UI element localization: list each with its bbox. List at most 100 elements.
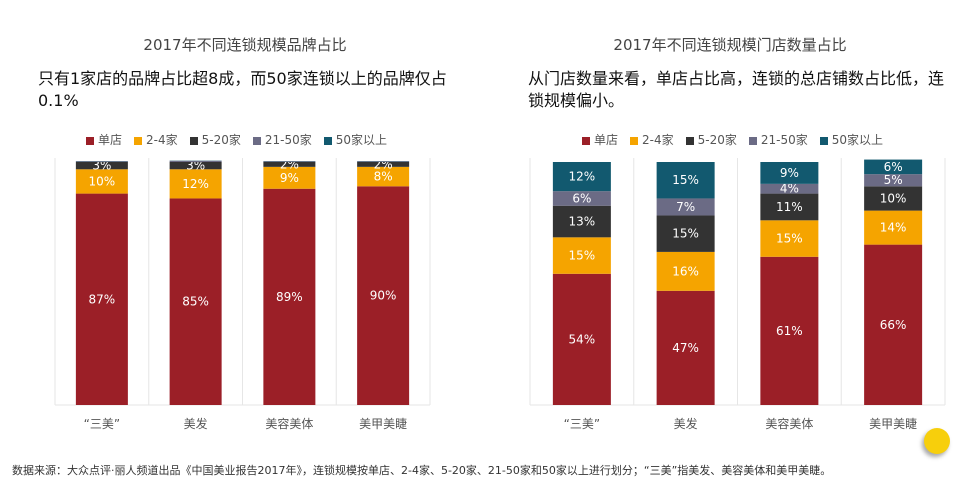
- legend-swatch: [582, 136, 590, 145]
- bar-segment: [263, 166, 316, 189]
- data-label: 8%: [374, 170, 393, 184]
- data-label: 15%: [672, 227, 699, 241]
- data-label: 15%: [672, 173, 699, 187]
- bar-segment: [263, 161, 316, 162]
- bar-segment: [263, 162, 316, 167]
- data-label: 12%: [569, 170, 596, 184]
- data-label: 15%: [776, 232, 803, 246]
- data-label: 2%: [374, 157, 393, 171]
- legend-label: 5-20家: [697, 133, 737, 147]
- x-tick-label: 美发: [674, 416, 698, 431]
- source-note: 数据来源：大众点评·丽人频道出品《中国美业报告2017年》，连锁规模按单店、2-…: [12, 464, 832, 477]
- chart2-subtitle: 从门店数量来看，单店占比高，连锁的总店铺数占比低，连锁规模偏小。: [528, 69, 945, 110]
- data-label: 12%: [182, 177, 209, 191]
- data-label: 54%: [569, 332, 596, 346]
- x-tick-label: 美容美体: [765, 416, 813, 431]
- data-label: 7%: [676, 200, 695, 214]
- bar-segment: [760, 256, 819, 405]
- chart1-subtitle: 只有1家店的品牌占比超8成，而50家连锁以上的品牌仅占0.1%: [38, 69, 447, 110]
- data-label: 14%: [880, 221, 907, 235]
- legend-item: 5-20家: [189, 131, 241, 148]
- bar-segment: [760, 183, 819, 194]
- legend-item: 21-50家: [748, 131, 808, 148]
- legend-label: 21-50家: [760, 133, 808, 147]
- legend-swatch: [134, 136, 143, 145]
- bar-segment: [357, 162, 410, 167]
- bar-segment: [75, 193, 128, 405]
- legend-item: 21-50家: [252, 131, 312, 148]
- bar-segment: [169, 198, 222, 405]
- legend-label: 21-50家: [264, 133, 312, 147]
- data-label: 10%: [880, 191, 907, 205]
- x-tick-label: “三美”: [84, 417, 120, 431]
- legend-swatch: [86, 136, 94, 145]
- chart1-title: 2017年不同连锁规模品牌占比: [143, 36, 347, 54]
- legend-label: 50家以上: [831, 133, 884, 147]
- data-label: 5%: [884, 173, 903, 187]
- legend-item: 2-4家: [630, 131, 674, 148]
- data-label: 2%: [280, 157, 299, 171]
- bar-segment: [552, 191, 611, 206]
- x-tick-label: 美甲美睫: [869, 417, 917, 431]
- bar-segment: [656, 198, 715, 216]
- bar-segment: [760, 193, 819, 221]
- legend-swatch: [748, 136, 757, 145]
- data-label: 3%: [186, 159, 205, 173]
- data-label: 6%: [572, 191, 591, 205]
- legend-label: 50家以上: [335, 133, 388, 147]
- bar-segment: [656, 215, 715, 252]
- bar-segment: [357, 186, 410, 405]
- bar-segment: [75, 161, 128, 162]
- assistant-bubble-button[interactable]: [924, 428, 950, 454]
- data-label: 87%: [89, 292, 116, 306]
- legend-item: 5-20家: [685, 131, 737, 148]
- chart2-legend: 单店 2-4家 5-20家 21-50家 50家以上: [582, 131, 883, 148]
- data-label: 3%: [92, 159, 111, 173]
- bar-segment: [656, 162, 715, 199]
- data-label: 47%: [672, 341, 699, 355]
- legend-item: 单店: [582, 131, 618, 148]
- bar-segment: [864, 174, 923, 187]
- data-label: 90%: [370, 289, 397, 303]
- data-label: 85%: [182, 295, 209, 309]
- legend-swatch: [819, 136, 828, 145]
- data-label: 61%: [776, 324, 803, 338]
- legend-label: 2-4家: [146, 133, 178, 147]
- bar-segment: [656, 251, 715, 291]
- legend-swatch: [630, 136, 639, 145]
- legend-label: 2-4家: [642, 133, 674, 147]
- data-label: 15%: [569, 249, 596, 263]
- legend-swatch: [252, 136, 261, 145]
- data-label: 10%: [89, 174, 116, 188]
- bar-segment: [864, 186, 923, 211]
- data-label: 89%: [276, 290, 303, 304]
- bar-segment: [263, 188, 316, 405]
- bar-segment: [169, 162, 222, 170]
- bar-segment: [357, 161, 410, 162]
- legend-swatch: [189, 136, 198, 145]
- bar-segment: [656, 290, 715, 405]
- data-label: 16%: [672, 264, 699, 278]
- x-tick-label: 美容美体: [265, 416, 313, 431]
- bar-segment: [75, 169, 128, 194]
- chart2-title: 2017年不同连锁规模门店数量占比: [613, 36, 847, 54]
- data-label: 9%: [280, 171, 299, 185]
- legend-swatch: [323, 136, 332, 145]
- bar-segment: [552, 273, 611, 405]
- bar-segment: [552, 162, 611, 192]
- bar-segment: [760, 162, 819, 184]
- legend-item: 50家以上: [323, 131, 388, 148]
- x-tick-label: “三美”: [564, 417, 600, 431]
- legend-item: 2-4家: [134, 131, 178, 148]
- bar-segment: [75, 162, 128, 170]
- legend-swatch: [685, 136, 694, 145]
- bar-segment: [864, 244, 923, 405]
- data-label: 13%: [569, 215, 596, 229]
- data-label: 66%: [880, 318, 907, 332]
- bar-segment: [169, 160, 222, 162]
- legend-label: 5-20家: [201, 133, 241, 147]
- data-label: 6%: [884, 160, 903, 174]
- bar-segment: [169, 169, 222, 199]
- bar-segment: [864, 210, 923, 245]
